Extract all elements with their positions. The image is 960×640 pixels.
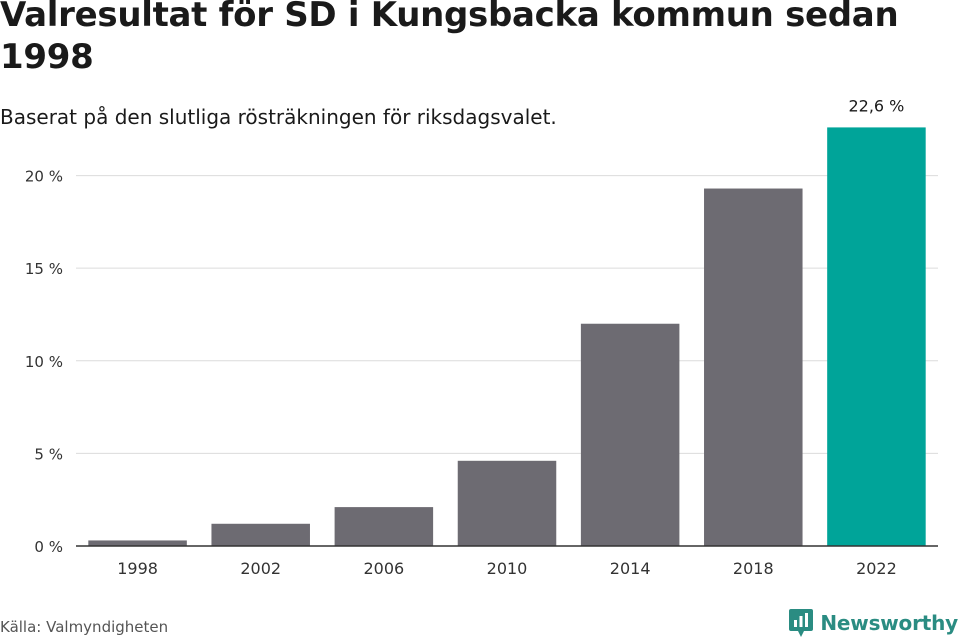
- x-tick-label: 2022: [856, 559, 897, 578]
- chart-subtitle: Baserat på den slutliga rösträkningen fö…: [0, 105, 557, 129]
- x-tick-label: 1998: [117, 559, 158, 578]
- data-label: 22,6 %: [848, 96, 904, 115]
- bar-2014: [580, 323, 680, 546]
- brand-logo[interactable]: Newsworthy: [788, 608, 958, 638]
- bar-2006: [334, 507, 434, 546]
- x-tick-label: 2014: [610, 559, 651, 578]
- bar-2010: [457, 460, 557, 546]
- x-tick-label: 2018: [733, 559, 774, 578]
- y-tick-label: 0 %: [34, 538, 63, 556]
- bar-1998: [88, 540, 187, 546]
- bar-chart: 0 % 5 % 10 % 15 % 20 % 1998 2002 2006 2010 2014 20…: [25, 96, 938, 578]
- bar-2022: [827, 127, 926, 547]
- x-tick-label: 2002: [240, 559, 281, 578]
- bar-2018: [704, 188, 803, 546]
- y-tick-label: 15 %: [25, 260, 63, 278]
- y-tick-label: 20 %: [25, 168, 63, 186]
- bar-2002: [211, 523, 310, 546]
- newsworthy-logo-icon: [789, 609, 814, 637]
- y-tick-label: 5 %: [34, 445, 63, 463]
- y-tick-label: 10 %: [25, 353, 63, 371]
- chart-title: Valresultat för SD i Kungsbacka kommun s…: [0, 0, 899, 77]
- brand-name: Newsworthy: [820, 611, 958, 635]
- x-tick-label: 2010: [487, 559, 528, 578]
- source-note: Källa: Valmyndigheten: [0, 618, 169, 636]
- x-tick-label: 2006: [363, 559, 404, 578]
